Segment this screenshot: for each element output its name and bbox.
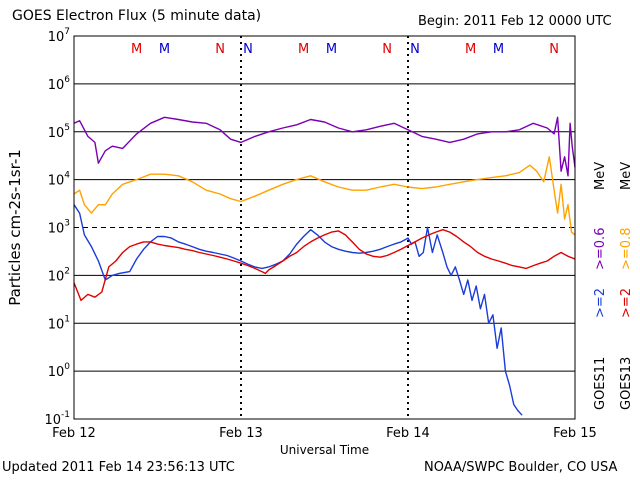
begin-time: Begin: 2011 Feb 12 0000 UTC xyxy=(418,14,612,29)
credit: NOAA/SWPC Boulder, CO USA xyxy=(424,460,618,475)
y-tick-label: 10-1 xyxy=(44,410,70,428)
updated-time: Updated 2011 Feb 14 23:56:13 UTC xyxy=(2,460,235,475)
y-axis-label: Particles cm-2s-1sr-1 xyxy=(6,149,24,306)
series-line xyxy=(73,116,576,177)
legend-purple: >=0.6 xyxy=(593,228,608,270)
x-tick-labels: Feb 12 Feb 13 Feb 14 Feb 15 xyxy=(52,426,597,441)
chart-title: GOES Electron Flux (5 minute data) xyxy=(12,8,262,24)
event-marker: M xyxy=(159,42,170,57)
x-tick-label: Feb 14 xyxy=(386,426,430,441)
event-marker: M xyxy=(465,42,476,57)
day-separators xyxy=(240,36,409,419)
legend-orange: >=0.8 xyxy=(619,228,634,270)
legend-unit-11: MeV xyxy=(593,162,608,190)
y-tick-label: 104 xyxy=(48,171,71,189)
series-lines xyxy=(73,116,576,416)
series-line xyxy=(73,229,576,302)
x-tick-label: Feb 13 xyxy=(219,426,263,441)
legend-goes11: GOES11 xyxy=(593,357,608,410)
legend-blue: >=2 xyxy=(593,288,608,318)
event-marker: N xyxy=(549,42,559,57)
legend: GOES11 GOES13 >=2 >=2 >=0.6 >=0.8 MeV MeV xyxy=(593,162,634,410)
x-axis-label: Universal Time xyxy=(280,443,369,457)
y-tick-label: 107 xyxy=(48,27,70,45)
y-tick-label: 105 xyxy=(48,123,70,141)
y-tick-label: 106 xyxy=(48,75,71,93)
x-tick-label: Feb 15 xyxy=(553,426,597,441)
event-marker: N xyxy=(215,42,225,57)
series-line xyxy=(73,156,576,236)
legend-goes13: GOES13 xyxy=(619,357,634,410)
y-tick-label: 102 xyxy=(48,266,70,284)
legend-unit-13: MeV xyxy=(619,162,634,190)
series-line xyxy=(73,204,523,416)
y-tick-label: 103 xyxy=(48,219,70,237)
y-tick-label: 101 xyxy=(48,314,70,332)
legend-red: >=2 xyxy=(619,288,634,318)
y-label-text: Particles cm-2s-1sr-1 xyxy=(6,149,24,306)
event-marker: M xyxy=(131,42,142,57)
event-marker: N xyxy=(410,42,420,57)
event-marker: M xyxy=(326,42,337,57)
event-marker: M xyxy=(298,42,309,57)
event-marker: N xyxy=(382,42,392,57)
event-marker: M xyxy=(493,42,504,57)
x-tick-label: Feb 12 xyxy=(52,426,96,441)
grid xyxy=(74,83,575,372)
plot-frame xyxy=(73,35,576,420)
event-marker: N xyxy=(243,42,253,57)
y-tick-label: 100 xyxy=(48,362,71,380)
y-tick-labels: 10-1 100 101 102 103 104 105 106 107 xyxy=(44,27,70,428)
